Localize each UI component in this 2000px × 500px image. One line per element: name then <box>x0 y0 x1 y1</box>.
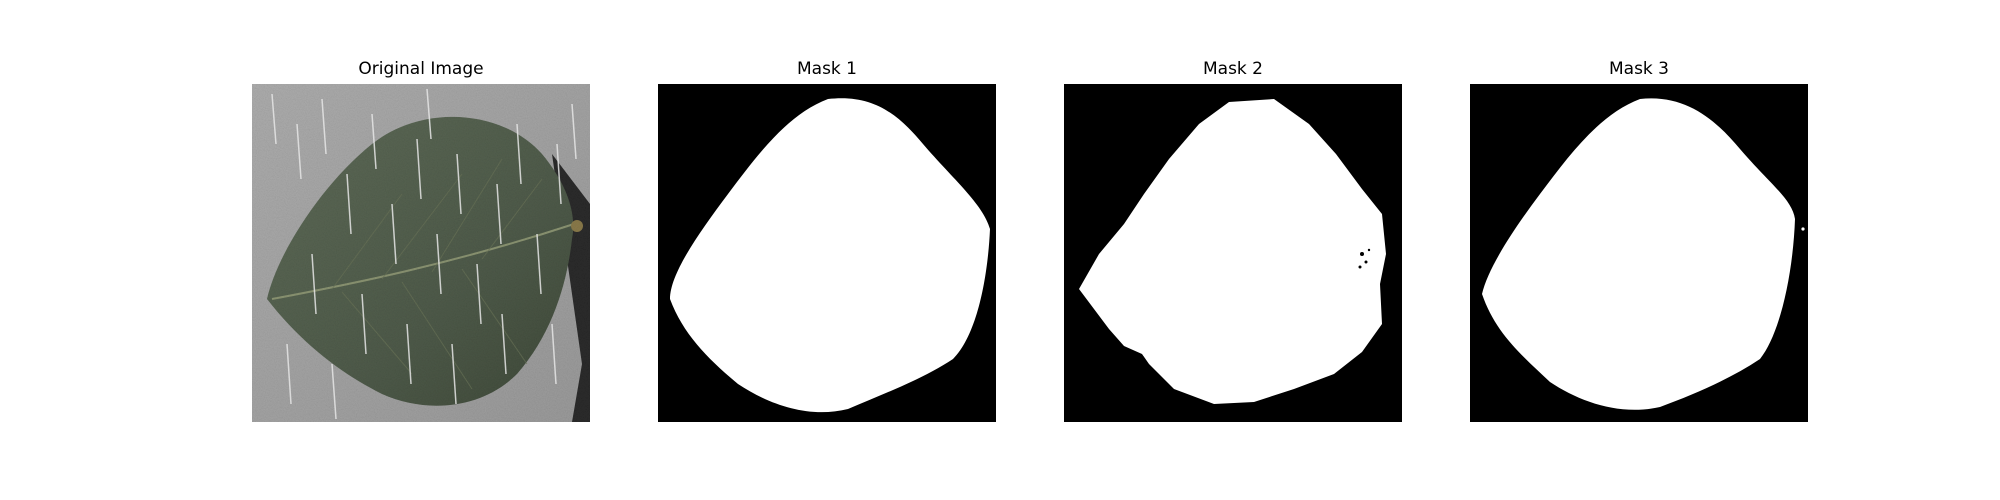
panel-title-mask-1: Mask 1 <box>796 59 857 79</box>
panel-title-mask-2: Mask 2 <box>1202 59 1263 79</box>
mask-foreground <box>1482 98 1795 410</box>
leaf-midrib <box>271 223 575 300</box>
panel-title-mask-3: Mask 3 <box>1608 59 1669 79</box>
original-image <box>252 84 590 422</box>
rain-streaks <box>271 88 577 420</box>
mask-noise <box>1358 248 1371 269</box>
mask-2-image <box>1064 84 1402 422</box>
mask-foreground <box>1079 99 1386 404</box>
mask-3-image <box>1470 84 1808 422</box>
mask-foreground <box>670 98 990 413</box>
mask-1-image <box>658 84 996 422</box>
panel-title-original: Original Image <box>358 59 484 79</box>
dark-shadow <box>552 154 590 422</box>
